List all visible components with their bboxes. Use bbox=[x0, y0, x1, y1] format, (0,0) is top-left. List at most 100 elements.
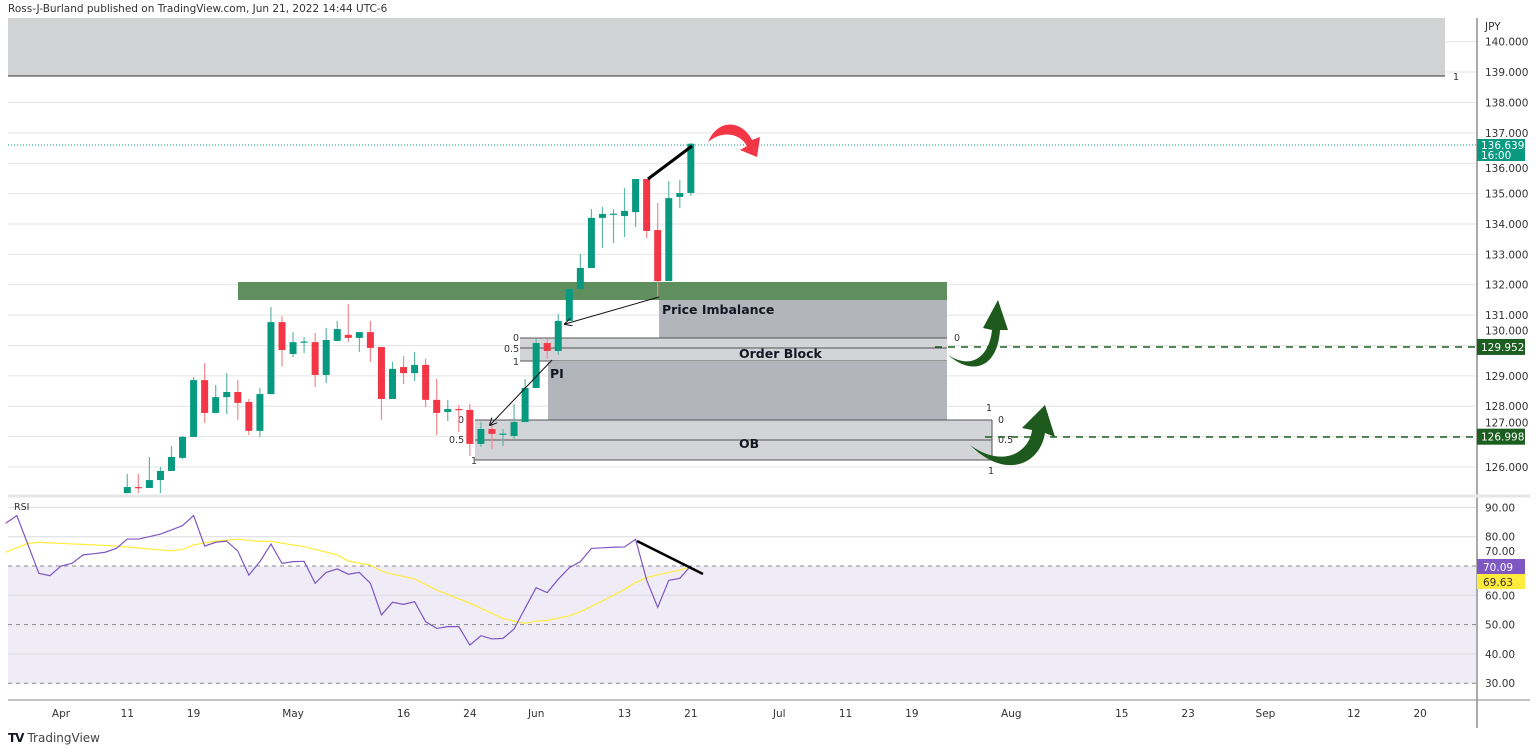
candle-bullish bbox=[267, 322, 275, 395]
candle-bearish bbox=[488, 429, 496, 434]
candle-bullish bbox=[565, 288, 573, 321]
time-tick-label: 11 bbox=[839, 708, 852, 720]
tradingview-logo[interactable]: TV TradingView bbox=[8, 731, 100, 745]
rsi-tick-label: 70.00 bbox=[1485, 546, 1515, 558]
rsi-ma-line bbox=[5, 538, 692, 625]
rsi-value: 70.09 bbox=[1483, 562, 1513, 574]
candle-bearish bbox=[366, 332, 374, 348]
price-trend-line[interactable] bbox=[647, 144, 693, 181]
price-imbalance-box[interactable] bbox=[659, 300, 947, 338]
candle-bullish bbox=[610, 213, 617, 215]
rsi-divergence-line[interactable] bbox=[636, 539, 704, 576]
price-tick-label: 131.000 bbox=[1485, 310, 1528, 322]
rsi-tick-label: 30.00 bbox=[1485, 678, 1515, 690]
level-price-badge bbox=[1477, 428, 1525, 445]
candle-bullish bbox=[322, 340, 330, 375]
candles bbox=[123, 143, 695, 494]
candle-bearish bbox=[543, 343, 551, 351]
candle-bullish bbox=[145, 480, 153, 488]
candle-bullish bbox=[179, 436, 187, 458]
price-tick-label: 140.000 bbox=[1485, 37, 1528, 49]
candle-bullish bbox=[256, 394, 264, 431]
candle-bullish bbox=[389, 368, 396, 399]
price-tick-label: 138.000 bbox=[1485, 97, 1528, 109]
rsi-band bbox=[8, 566, 1476, 684]
candle-bearish bbox=[643, 178, 651, 231]
ob-label: OB bbox=[739, 436, 759, 451]
candle-bearish bbox=[400, 367, 408, 374]
candle-bearish bbox=[455, 408, 463, 411]
price-tick-label: 139.000 bbox=[1485, 67, 1528, 79]
time-tick-label: Jun bbox=[527, 708, 544, 720]
candle-bullish bbox=[499, 433, 507, 435]
candle-bullish bbox=[223, 391, 231, 398]
ob-arrow-line[interactable] bbox=[490, 359, 553, 425]
rsi-tick-label: 40.00 bbox=[1485, 649, 1515, 661]
price-tick-label: 127.000 bbox=[1485, 418, 1528, 430]
ob-fib-1-bottom-label: 1 bbox=[988, 466, 994, 477]
candle-bullish bbox=[521, 388, 529, 423]
candle-bearish bbox=[433, 399, 441, 413]
bar-countdown: 16:00 bbox=[1481, 150, 1511, 162]
last-price-badge bbox=[1477, 139, 1525, 161]
candle-bullish bbox=[156, 470, 164, 481]
candle-bullish bbox=[632, 178, 640, 213]
currency-label: JPY bbox=[1484, 21, 1501, 33]
candle-bullish bbox=[333, 329, 341, 341]
time-tick-label: 13 bbox=[618, 708, 631, 720]
candle-bearish bbox=[234, 391, 242, 403]
order-block-label: Order Block bbox=[739, 346, 823, 361]
ob1-fib-0-right-label: 0 bbox=[954, 333, 960, 344]
rsi-line bbox=[5, 514, 692, 647]
green-up-arrow-icon-2[interactable] bbox=[970, 405, 1055, 466]
candle-bullish bbox=[532, 343, 540, 389]
candle-bearish bbox=[201, 380, 209, 413]
price-tick-label: 135.000 bbox=[1485, 189, 1528, 201]
candle-bullish bbox=[168, 456, 175, 471]
support-zone-green[interactable] bbox=[238, 282, 947, 300]
time-tick-label: 12 bbox=[1347, 708, 1360, 720]
ob-fib-1-label: 1 bbox=[471, 456, 477, 467]
candle-bullish bbox=[687, 143, 695, 193]
time-tick-label: Apr bbox=[52, 708, 71, 720]
resistance-zone-top[interactable] bbox=[8, 18, 1445, 76]
candle-bullish bbox=[477, 429, 485, 444]
rsi-tick-label: 50.00 bbox=[1485, 620, 1515, 632]
axes[interactable]: 126.000127.000128.000129.000130.000131.0… bbox=[52, 37, 1529, 720]
candle-bearish bbox=[278, 322, 286, 351]
green-up-arrow-icon[interactable] bbox=[948, 300, 1008, 367]
level-price-value: 129.952 bbox=[1481, 342, 1524, 354]
candle-bullish bbox=[289, 342, 297, 354]
price-tick-label: 137.000 bbox=[1485, 128, 1528, 140]
rsi-tick-label: 60.00 bbox=[1485, 590, 1515, 602]
candle-bullish bbox=[411, 364, 419, 374]
time-tick-label: Aug bbox=[1001, 708, 1022, 720]
time-tick-label: 20 bbox=[1413, 708, 1426, 720]
ob-fib-0-right-label: 0 bbox=[998, 415, 1004, 426]
candle-bearish bbox=[466, 409, 474, 444]
rsi-ma-value: 69.63 bbox=[1483, 577, 1513, 589]
red-down-arrow-icon[interactable] bbox=[708, 124, 760, 158]
time-tick-label: 21 bbox=[684, 708, 697, 720]
price-tick-label: 132.000 bbox=[1485, 280, 1528, 292]
candle-bullish bbox=[621, 210, 629, 217]
price-tick-label: 136.000 bbox=[1485, 163, 1528, 175]
time-tick-label: Sep bbox=[1256, 708, 1276, 720]
time-tick-label: 23 bbox=[1181, 708, 1194, 720]
price-tick-label: 128.000 bbox=[1485, 401, 1528, 413]
time-tick-label: 19 bbox=[905, 708, 918, 720]
ob-fib-0-label: 0 bbox=[458, 415, 464, 426]
publisher-header: Ross-J-Burland published on TradingView.… bbox=[8, 3, 388, 15]
time-tick-label: Jul bbox=[772, 708, 786, 720]
candle-bullish bbox=[212, 397, 220, 413]
pi-box[interactable] bbox=[548, 361, 947, 420]
candle-bullish bbox=[576, 268, 584, 289]
candle-bullish bbox=[123, 487, 131, 494]
candle-bearish bbox=[377, 346, 385, 399]
last-price-value: 136.639 bbox=[1481, 140, 1524, 152]
candle-bearish bbox=[134, 487, 142, 489]
order-block-zone[interactable] bbox=[520, 338, 947, 361]
pi-arrow-line[interactable] bbox=[565, 296, 660, 324]
price-tick-label: 133.000 bbox=[1485, 249, 1528, 261]
